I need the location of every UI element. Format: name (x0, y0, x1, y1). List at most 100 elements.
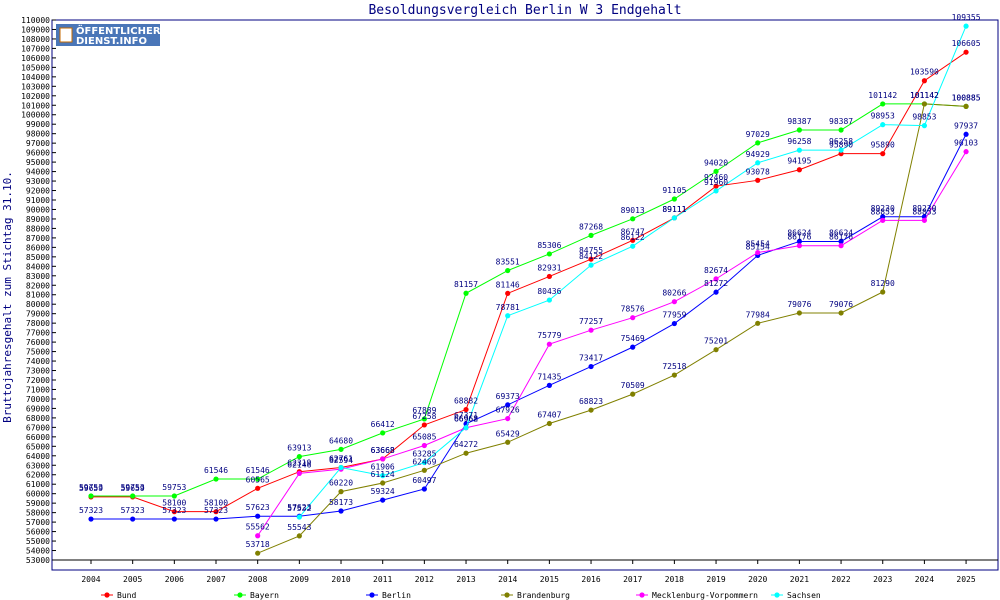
data-point-brandenburg (671, 372, 677, 378)
y-tick-label: 55000 (26, 537, 50, 546)
x-tick-label: 2025 (956, 575, 975, 584)
data-label-bayern: 67889 (412, 406, 436, 415)
legend-label: Bund (117, 591, 136, 600)
data-label-berlin: 85154 (746, 242, 770, 251)
data-point-sachsen (796, 147, 802, 153)
data-point-berlin (963, 131, 969, 137)
data-label-brandenburg: 65429 (496, 429, 520, 438)
y-tick-label: 96000 (26, 149, 50, 158)
data-point-brandenburg (421, 467, 427, 473)
data-label-bund: 84755 (579, 246, 603, 255)
y-tick-label: 85000 (26, 253, 50, 262)
x-tick-label: 2019 (706, 575, 725, 584)
series-line-berlin (91, 134, 967, 520)
y-tick-label: 99000 (26, 120, 50, 129)
x-tick-label: 2007 (206, 575, 225, 584)
data-point-berlin (88, 516, 94, 522)
y-tick-label: 56000 (26, 528, 50, 537)
data-label-sachsen: 80436 (537, 287, 561, 296)
data-label-berlin: 57323 (162, 506, 186, 515)
data-point-sachsen (963, 23, 969, 29)
data-labels: 59659 59659 58100 58100 60565 62319 62761 63668… (79, 13, 981, 549)
data-label-brandenburg: 79076 (829, 300, 853, 309)
data-label-sachsen: 98853 (912, 113, 936, 122)
legend-item-mecklenburg-vorpommern: Mecklenburg-Vorpommern (636, 591, 758, 600)
y-tick-label: 57000 (26, 518, 50, 527)
data-label-berlin: 75469 (621, 334, 645, 343)
data-label-brandenburg: 77984 (746, 310, 770, 319)
data-point-bund (796, 167, 802, 173)
data-label-mecklenburg-vorpommern: 67926 (496, 406, 520, 415)
data-point-sachsen (713, 188, 719, 194)
series-line-mecklenburg-vorpommern (257, 151, 967, 537)
data-label-bund: 92460 (704, 173, 728, 182)
data-label-berlin: 86624 (829, 228, 853, 237)
y-tick-label: 101000 (21, 101, 50, 110)
y-tick-label: 78000 (26, 319, 50, 328)
data-point-brandenburg (505, 439, 511, 445)
series-line-bund (91, 51, 967, 513)
y-tick-label: 63000 (26, 461, 50, 470)
data-label-bund: 68882 (454, 397, 478, 406)
data-label-brandenburg: 100885 (952, 93, 981, 102)
x-tick-label: 2008 (248, 575, 267, 584)
data-point-bayern (171, 493, 177, 499)
data-label-sachsen: 96258 (829, 137, 853, 146)
data-label-bayern: 94020 (704, 158, 728, 167)
y-tick-label: 67000 (26, 423, 50, 432)
x-tick-label: 2024 (915, 575, 934, 584)
x-tick-label: 2014 (498, 575, 517, 584)
data-label-bayern: 81157 (454, 280, 478, 289)
data-point-bund (713, 183, 719, 189)
data-label-bund: 62319 (287, 459, 311, 468)
y-tick-label: 84000 (26, 262, 50, 271)
data-point-bund (963, 49, 969, 55)
data-point-berlin (505, 402, 511, 408)
y-tick-label: 59000 (26, 499, 50, 508)
data-label-brandenburg: 70509 (621, 381, 645, 390)
legend-label: Berlin (382, 591, 411, 600)
y-tick-label: 70000 (26, 395, 50, 404)
data-point-brandenburg (713, 347, 719, 353)
data-point-brandenburg (255, 550, 261, 556)
data-label-mecklenburg-vorpommern: 65085 (412, 433, 436, 442)
y-tick-label: 68000 (26, 414, 50, 423)
data-point-bayern (755, 140, 761, 146)
data-point-mecklenburg-vorpommern (755, 249, 761, 256)
data-label-berlin: 57323 (204, 506, 228, 515)
data-label-brandenburg: 81290 (871, 279, 895, 288)
data-point-bayern (838, 127, 844, 133)
data-label-bund: 95890 (829, 141, 853, 150)
data-label-brandenburg: 60220 (329, 479, 353, 488)
x-tick-label: 2013 (456, 575, 475, 584)
data-label-mecklenburg-vorpommern: 86176 (787, 233, 811, 242)
y-tick-label: 87000 (26, 234, 50, 243)
data-label-bayern: 64680 (329, 436, 353, 445)
y-tick-label: 74000 (26, 357, 50, 366)
data-point-sachsen (338, 464, 344, 471)
data-label-berlin: 57323 (121, 506, 145, 515)
data-label-bund: 59659 (79, 484, 103, 493)
data-label-berlin: 97937 (954, 121, 978, 130)
data-point-bund (463, 406, 469, 413)
data-label-bund: 103590 (910, 68, 939, 77)
data-label-berlin: 77959 (662, 311, 686, 320)
y-tick-label: 86000 (26, 243, 50, 252)
y-axis-label: Bruttojahresgehalt zum Stichtag 31.10. (1, 171, 14, 423)
y-tick-label: 61000 (26, 480, 50, 489)
data-label-sachsen: 84122 (579, 252, 603, 261)
data-label-brandenburg: 61124 (371, 470, 395, 479)
data-point-bayern (380, 430, 386, 436)
data-point-mecklenburg-vorpommern (630, 315, 636, 321)
data-label-bund: 82931 (537, 263, 561, 272)
data-point-mecklenburg-vorpommern (713, 276, 719, 282)
data-point-bayern (130, 493, 136, 499)
data-label-sachsen: 89111 (662, 205, 686, 214)
data-point-bayern (296, 454, 302, 460)
data-point-brandenburg (796, 310, 802, 316)
y-tick-label: 69000 (26, 404, 50, 413)
data-point-mecklenburg-vorpommern (671, 299, 677, 305)
data-label-bayern: 59753 (162, 483, 186, 492)
data-label-sachsen: 66968 (454, 415, 478, 424)
data-label-brandenburg: 55543 (287, 523, 311, 532)
